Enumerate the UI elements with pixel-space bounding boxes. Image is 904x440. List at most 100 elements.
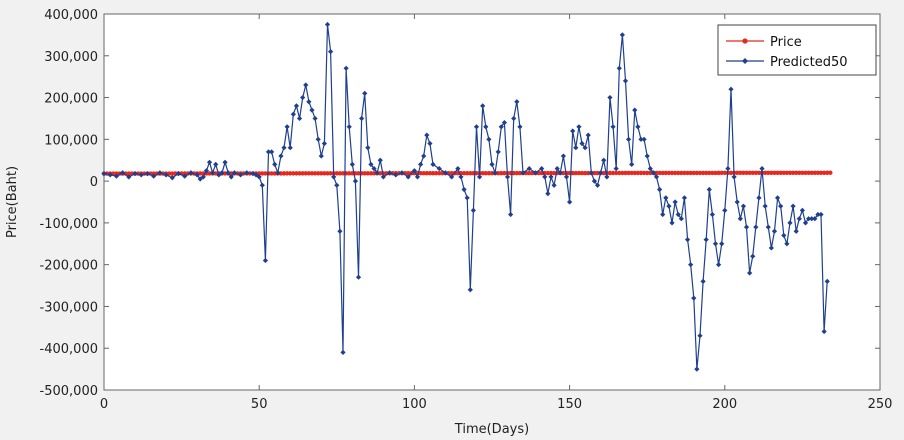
data-point (464, 170, 470, 176)
data-point (542, 174, 548, 180)
data-point (762, 203, 768, 209)
legend-marker (742, 58, 748, 64)
data-point (610, 170, 616, 176)
data-point (582, 170, 588, 176)
data-point (812, 216, 818, 222)
data-point (591, 178, 598, 184)
data-point (502, 170, 507, 176)
data-point (312, 171, 318, 176)
data-point (260, 171, 265, 176)
data-point (539, 165, 545, 172)
data-point (514, 99, 520, 105)
data-point (371, 165, 377, 172)
data-point (703, 170, 709, 176)
data-point (663, 195, 669, 201)
data-point (228, 174, 234, 180)
data-point (281, 145, 287, 151)
data-point (825, 170, 830, 175)
data-point (461, 186, 467, 193)
data-point (787, 220, 793, 226)
data-point (163, 172, 169, 178)
data-point (113, 173, 120, 179)
data-point (793, 170, 799, 175)
y-tick-label: 200,000 (44, 92, 98, 107)
data-point (790, 203, 796, 209)
data-point (660, 170, 665, 176)
plot-area (103, 13, 881, 391)
data-point (480, 103, 486, 109)
data-point (638, 170, 644, 176)
data-point (688, 262, 694, 268)
data-point (725, 165, 731, 172)
data-point (436, 165, 442, 172)
data-point (821, 170, 827, 175)
y-axis: 400,000 300,000 200,000 100,000 0 -100,000 -20… (40, 8, 880, 399)
data-point (365, 171, 371, 176)
data-point (327, 49, 334, 55)
data-point (592, 170, 597, 176)
data-point (824, 278, 830, 284)
data-point (585, 132, 591, 138)
data-point (719, 241, 725, 247)
data-point (610, 124, 616, 130)
data-point (256, 174, 262, 180)
y-tick-label: 400,000 (44, 8, 98, 23)
data-point (517, 124, 523, 130)
data-point (809, 170, 814, 175)
data-point (526, 165, 532, 172)
data-point (368, 171, 374, 176)
data-point (650, 170, 657, 176)
data-point (706, 186, 712, 193)
data-point (728, 170, 734, 176)
data-point (461, 170, 467, 176)
data-point (722, 207, 728, 213)
data-point (666, 170, 672, 176)
data-point (818, 211, 824, 218)
data-point (175, 170, 182, 177)
data-point (769, 170, 774, 176)
data-point (669, 220, 675, 226)
data-point (548, 174, 554, 180)
data-point (797, 170, 802, 175)
data-point (772, 170, 777, 176)
data-point (694, 366, 700, 372)
y-tick-label: 0 (90, 175, 98, 190)
data-point (607, 94, 613, 101)
data-point (620, 170, 625, 176)
data-point (188, 170, 194, 176)
data-point (554, 165, 560, 172)
data-point (281, 171, 287, 176)
data-point (296, 115, 303, 122)
data-point (225, 170, 231, 176)
data-point (604, 174, 610, 180)
data-point (287, 145, 293, 151)
data-point (288, 171, 293, 176)
data-point (685, 170, 690, 176)
data-point (418, 171, 423, 176)
data-point (300, 171, 305, 176)
data-point (297, 171, 302, 176)
data-point (322, 171, 327, 176)
data-point (828, 170, 833, 175)
data-point (647, 165, 653, 172)
data-point (237, 172, 244, 178)
data-point (265, 149, 272, 155)
data-point (151, 173, 157, 179)
data-point (309, 171, 315, 176)
data-point (756, 170, 762, 176)
data-point (259, 182, 265, 188)
data-point (790, 170, 796, 175)
data-point (654, 170, 659, 176)
data-point (617, 170, 622, 176)
data-point (293, 103, 300, 109)
data-point (498, 124, 504, 130)
data-point (455, 165, 461, 172)
data-point (657, 170, 662, 176)
data-point (449, 170, 454, 176)
data-point (340, 171, 346, 176)
data-point (303, 171, 308, 176)
legend-marker (742, 38, 748, 44)
data-point (563, 174, 570, 180)
data-point (489, 170, 495, 176)
